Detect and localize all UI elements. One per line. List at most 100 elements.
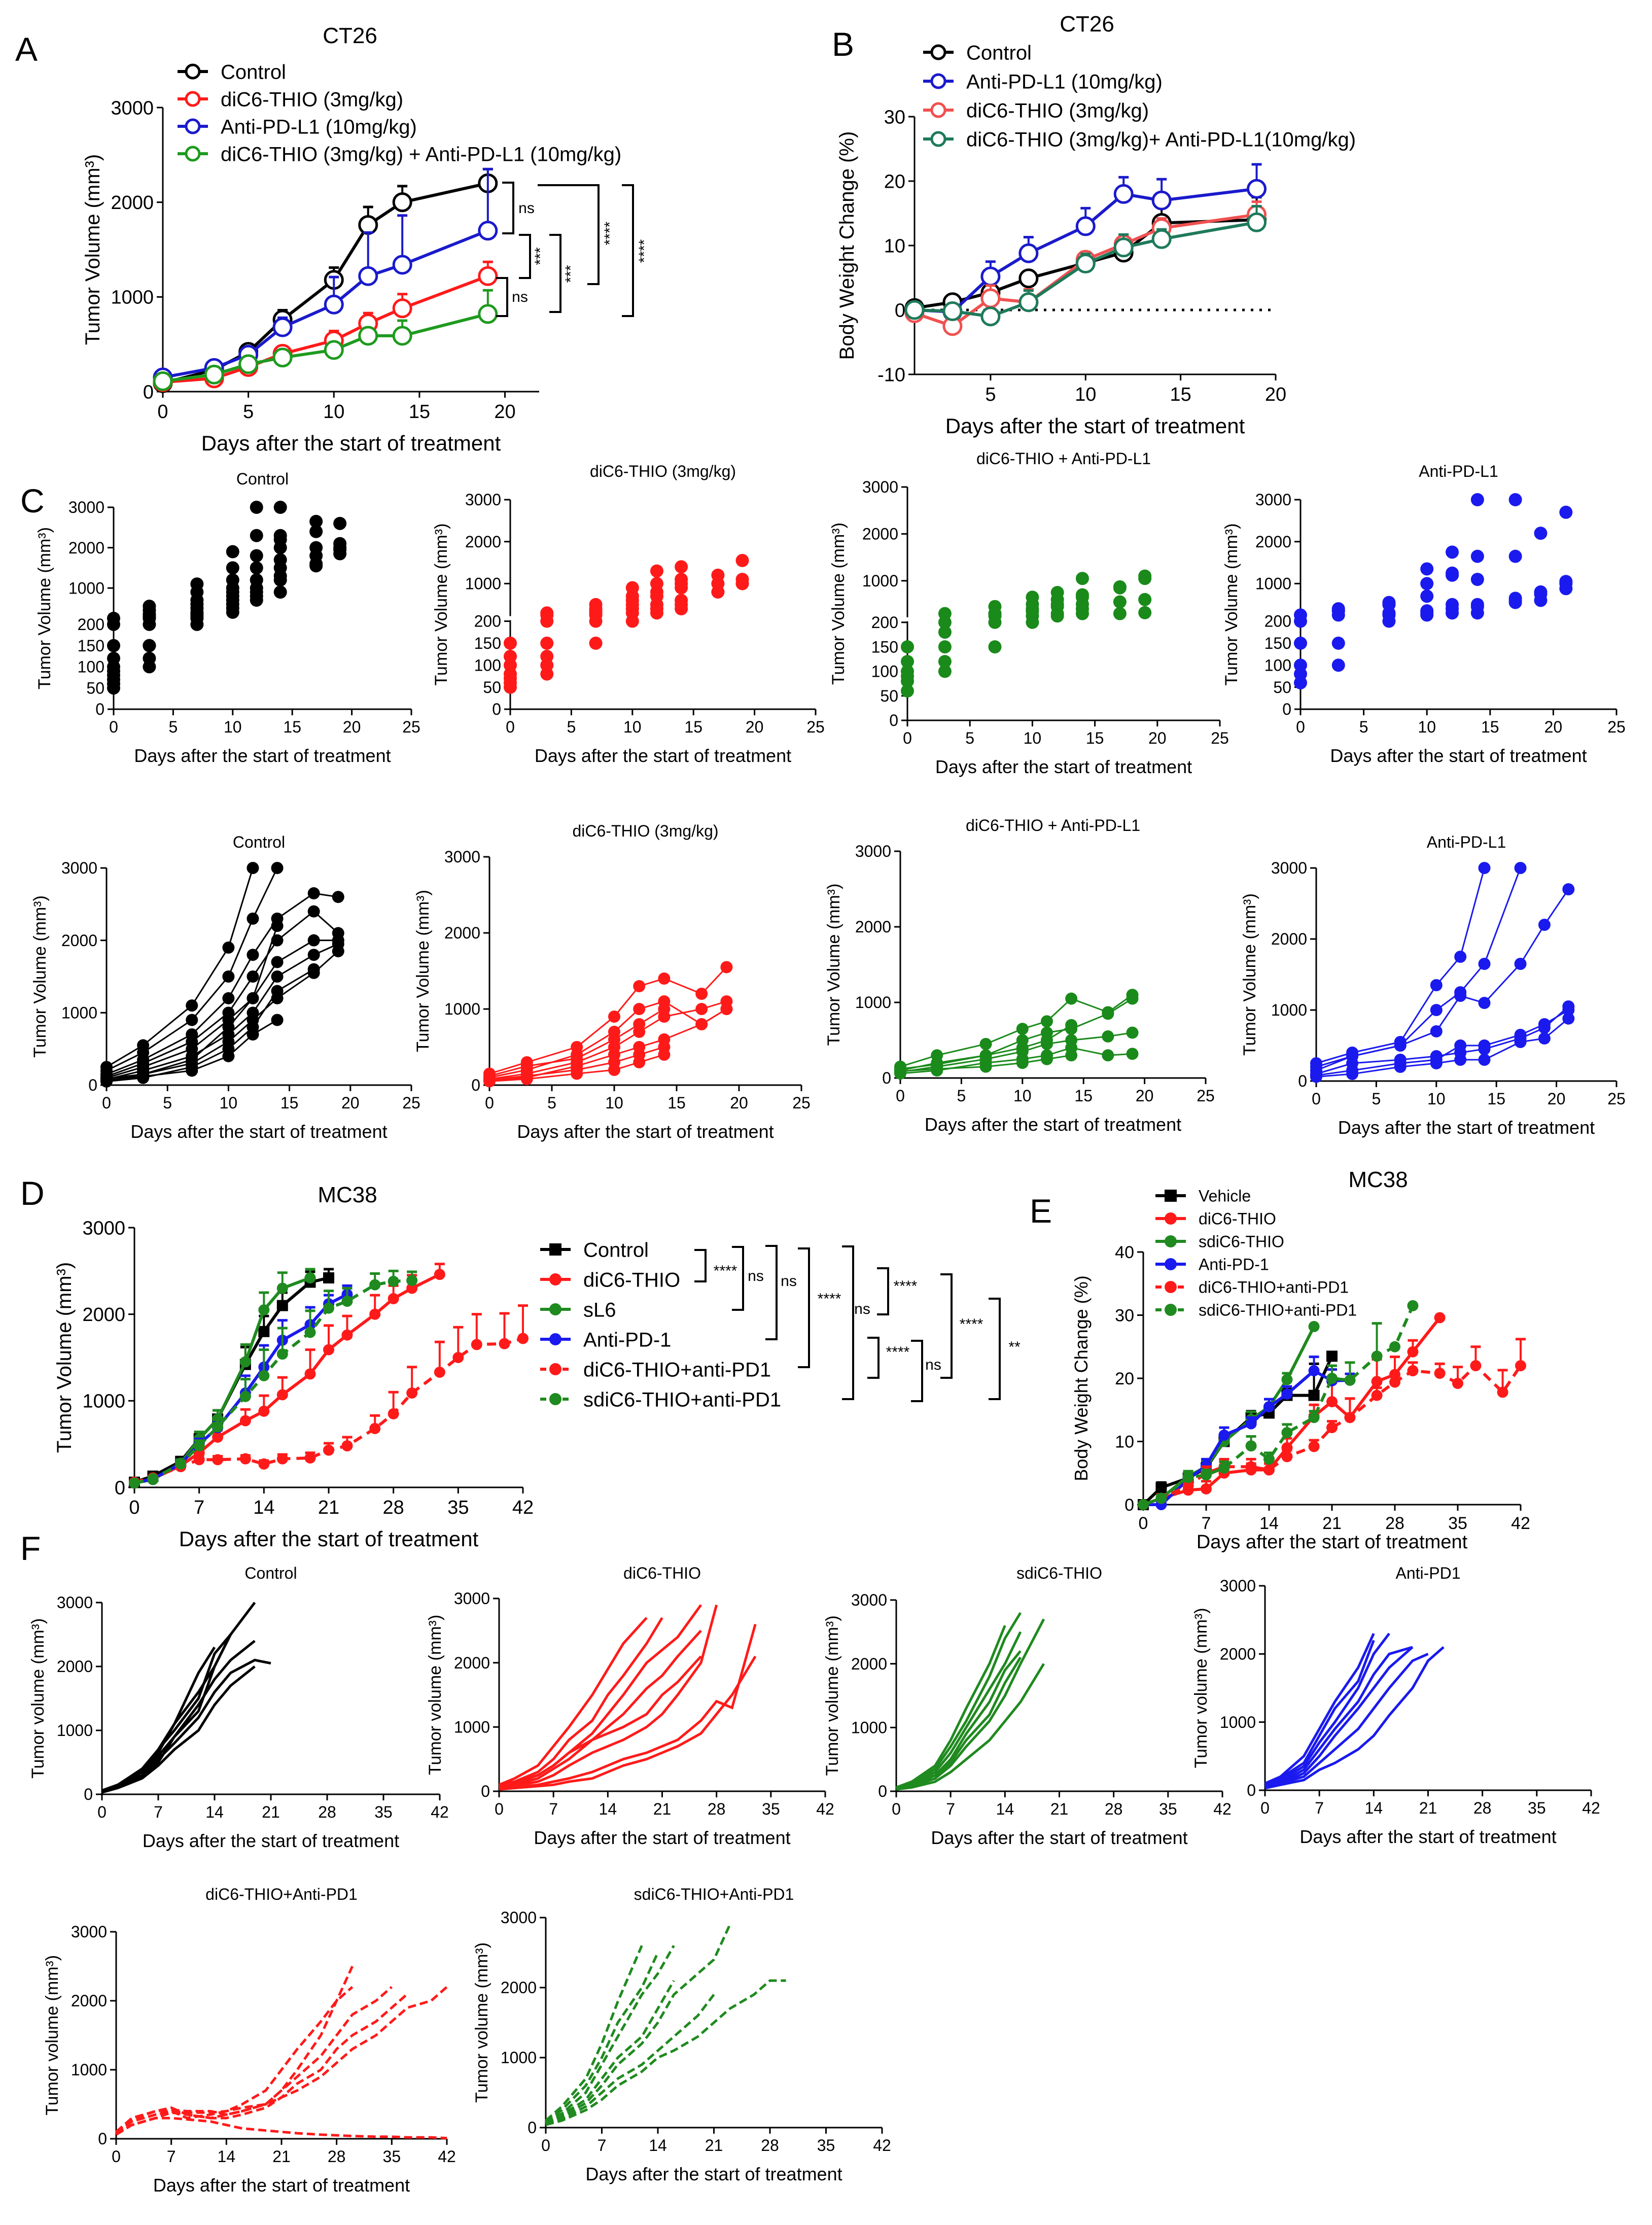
significance-bracket <box>842 1245 854 1400</box>
data-point <box>1446 545 1459 559</box>
mouse-line <box>545 1979 786 2126</box>
data-point <box>1562 1004 1575 1016</box>
y-tick-label: 0 <box>878 1782 887 1800</box>
x-tick-label: 20 <box>730 1094 748 1112</box>
data-point <box>695 988 708 1000</box>
data-point <box>250 529 263 542</box>
chart-panel-A: CT26 0 5 10 15 20 0 1000 2000 3000 Days after the … <box>82 23 653 455</box>
x-tick-label: 28 <box>1385 1514 1404 1533</box>
y-tick-label: 200 <box>1264 612 1291 631</box>
x-tick-label: 5 <box>169 718 178 736</box>
y-tick-label: 2000 <box>862 525 898 543</box>
data-point <box>186 999 198 1012</box>
data-point <box>323 1444 334 1456</box>
data-point <box>695 1003 708 1015</box>
data-point <box>185 63 201 80</box>
data-point <box>271 985 284 997</box>
y-tick-label: 2000 <box>454 1654 490 1672</box>
data-point <box>1470 1360 1482 1372</box>
chart-panel-C-lines-3: Anti-PD-L1 0 5 10 15 20 25 0 1000 2000 3000 Days af… <box>1240 833 1626 1138</box>
data-point <box>735 553 749 567</box>
chart-panel-F-5: sdiC6-THIO+Anti-PD1 0 7 14 21 28 35 42 0 1000 2000… <box>472 1885 891 2184</box>
x-tick-label: 14 <box>996 1800 1014 1818</box>
data-point <box>988 615 1002 629</box>
data-point <box>1102 1030 1114 1043</box>
mouse-line <box>545 1979 675 2125</box>
data-point <box>504 636 517 650</box>
x-tick-label: 21 <box>653 1800 672 1818</box>
data-point <box>1165 1212 1177 1225</box>
y-tick-label: 3000 <box>855 842 891 860</box>
y-tick-label: 0 <box>115 1477 125 1499</box>
data-point <box>1075 254 1096 274</box>
data-point <box>1016 1041 1029 1054</box>
data-point <box>1281 1427 1293 1439</box>
data-point <box>250 501 263 514</box>
mouse-line <box>1264 1653 1429 1788</box>
data-point <box>406 1387 418 1399</box>
data-point <box>1508 596 1522 609</box>
legend-label: Anti-PD-1 <box>583 1329 671 1351</box>
chart-panel-C-scatter-1: diC6-THIO (3mg/kg) 0 5 10 15 20 25 0 50 100 150 200… <box>432 462 825 766</box>
data-point <box>675 577 688 590</box>
x-tick-label: 15 <box>280 1094 299 1112</box>
data-point <box>1407 1300 1419 1311</box>
data-point <box>901 670 914 683</box>
y-tick-label: 2000 <box>1220 1645 1256 1663</box>
x-tick-label: 14 <box>218 2147 236 2166</box>
significance-label: *** <box>563 265 579 283</box>
x-tick-label: 14 <box>599 1800 617 1818</box>
data-point <box>1126 1048 1139 1060</box>
x-tick-label: 10 <box>1024 729 1042 747</box>
y-tick-label: 2000 <box>61 931 97 950</box>
data-point <box>271 1014 284 1026</box>
mouse-line <box>1316 867 1485 1064</box>
y-tick-label: 1000 <box>454 1718 490 1736</box>
mouse-line <box>545 1994 715 2125</box>
data-point <box>980 306 1001 327</box>
x-tick-label: 15 <box>1487 1090 1505 1108</box>
x-tick-label: 7 <box>1202 1514 1211 1533</box>
x-tick-label: 21 <box>1050 1800 1069 1818</box>
x-tick-label: 14 <box>1365 1799 1383 1817</box>
data-point <box>1478 997 1491 1009</box>
data-point <box>1371 1376 1383 1387</box>
y-tick-label: 2000 <box>68 539 104 557</box>
data-point <box>107 617 120 631</box>
data-point <box>332 945 344 958</box>
y-axis-title: Tumor Volume (mm³) <box>82 154 104 345</box>
data-point <box>930 73 946 89</box>
panel-letter-C: C <box>20 482 45 519</box>
data-point <box>520 1060 533 1072</box>
x-tick-label: 28 <box>318 1803 336 1821</box>
data-point <box>520 1073 533 1085</box>
data-point <box>239 1356 251 1368</box>
y-axis-title: Tumor Volume (mm³) <box>829 523 848 685</box>
mouse-line <box>545 1924 731 2126</box>
data-point <box>1371 1350 1383 1362</box>
data-point <box>675 602 688 616</box>
mouse-line <box>545 1944 675 2124</box>
x-tick-label: 0 <box>1312 1090 1321 1108</box>
chart-title: Anti-PD1 <box>1395 1564 1460 1582</box>
panel-letter-D: D <box>20 1174 45 1212</box>
series-sdic6-thio-anti-pd1 <box>1138 1300 1419 1510</box>
significance-label: ns <box>512 289 528 305</box>
data-point <box>143 651 156 665</box>
y-tick-label: 0 <box>1298 1072 1307 1090</box>
y-tick-label: 0 <box>492 700 501 718</box>
legend-label: Control <box>221 61 286 83</box>
data-point <box>1538 1032 1551 1045</box>
data-point <box>1182 1480 1194 1491</box>
data-point <box>222 941 235 954</box>
data-point <box>388 1408 399 1419</box>
chart-title: Control <box>236 470 289 488</box>
chart-panel-B: CT26 5 10 15 20 -10 0 10 20 30 Days after the star… <box>836 12 1356 438</box>
y-tick-label: 1000 <box>57 1721 93 1740</box>
data-point <box>1420 577 1434 590</box>
y-tick-label: 100 <box>871 663 898 681</box>
y-tick-label: 20 <box>1115 1369 1134 1388</box>
data-point <box>247 992 259 1004</box>
x-axis-title: Days after the start of treatment <box>130 1121 387 1142</box>
x-axis-title: Days after the start of treatment <box>153 2175 410 2196</box>
